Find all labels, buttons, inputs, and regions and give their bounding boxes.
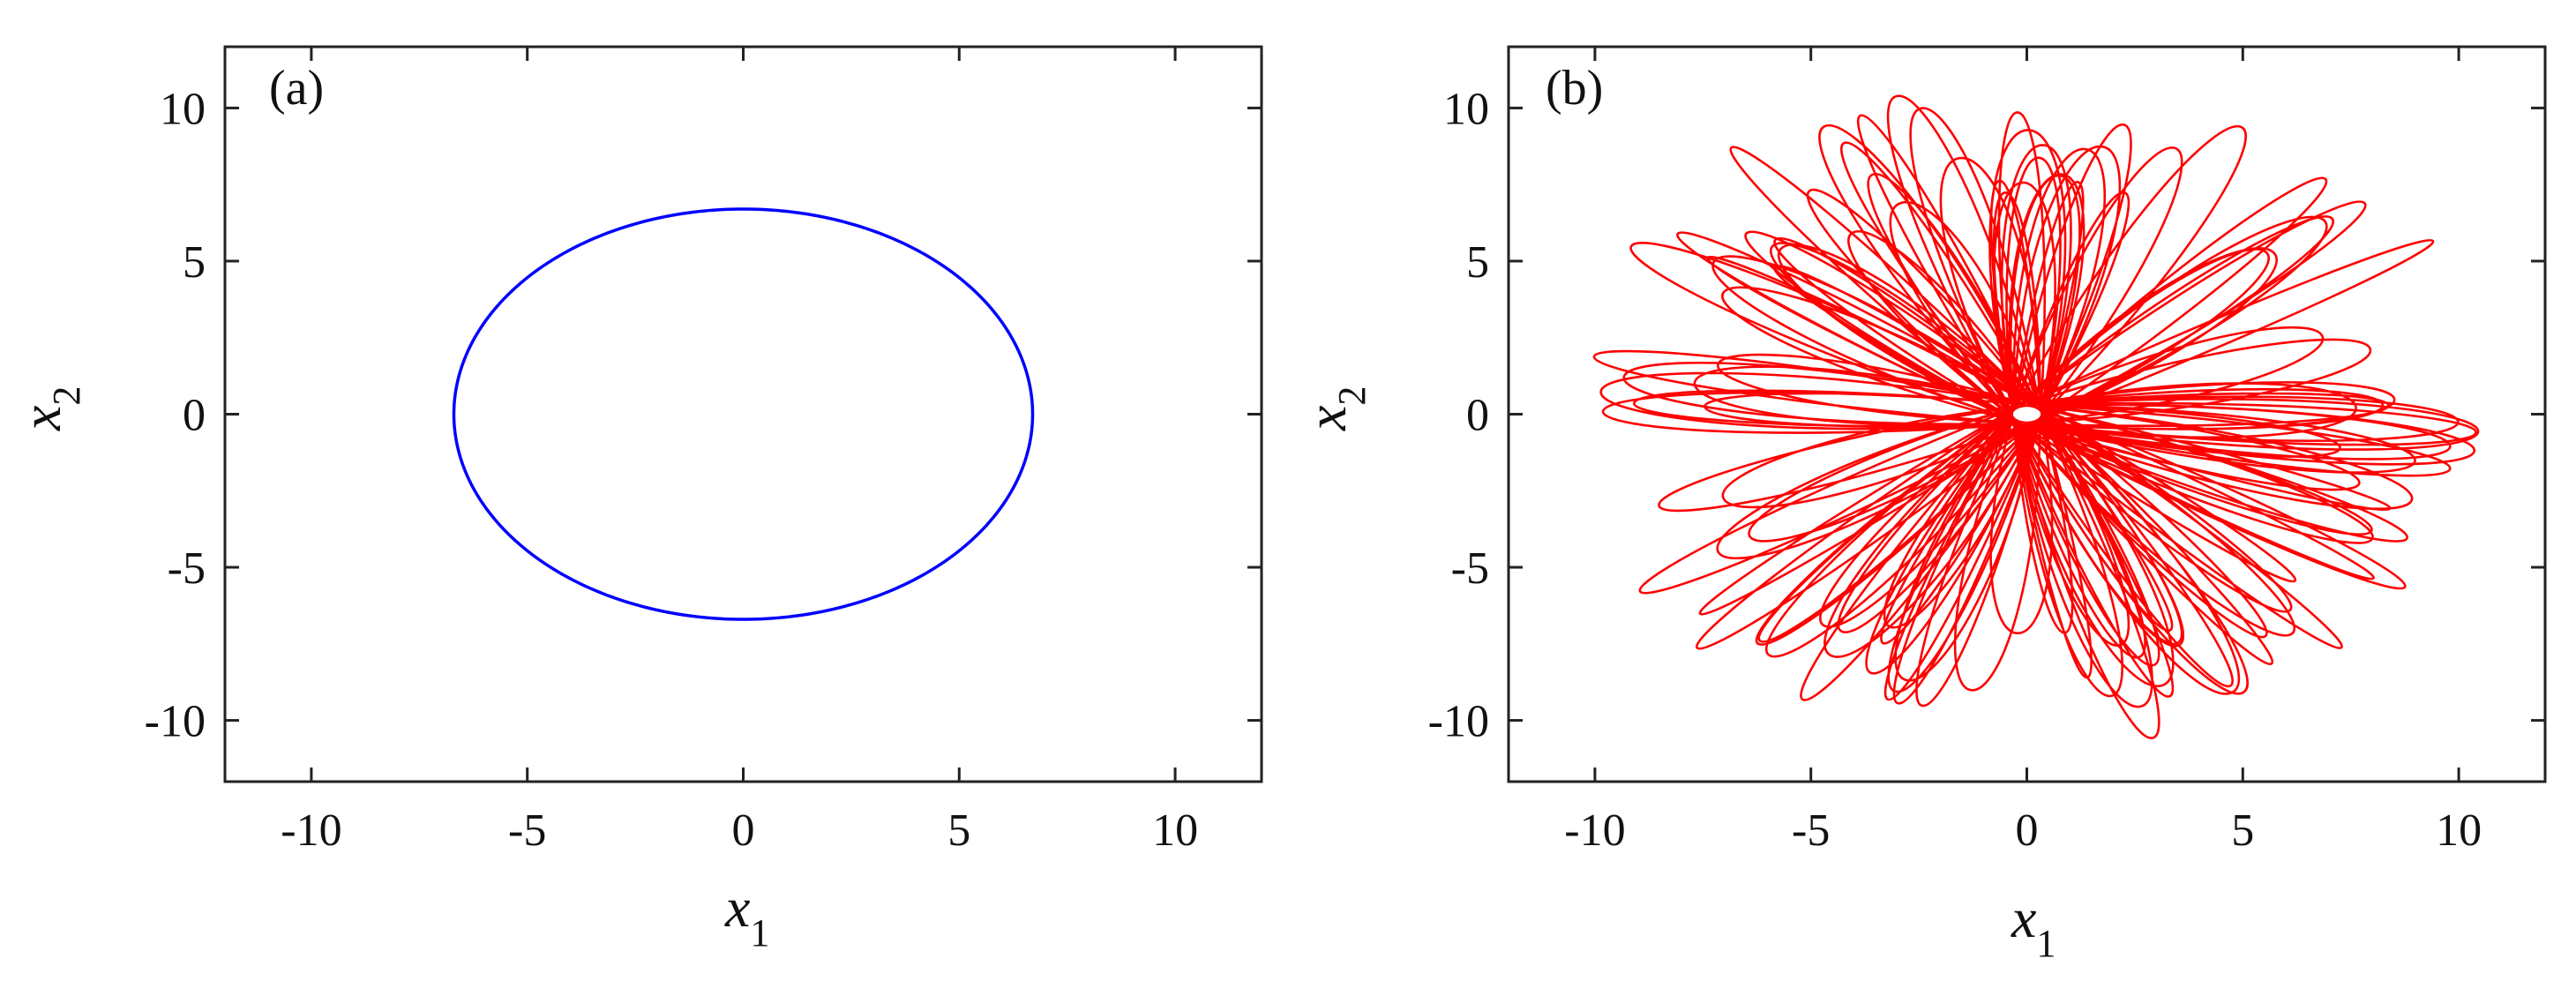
panel-a-series-line bbox=[452, 207, 1035, 621]
panel-a-xtick-label: -5 bbox=[508, 805, 546, 856]
panel-b-ytick-label: -5 bbox=[1451, 543, 1489, 594]
panel-b-series-line bbox=[1592, 94, 2480, 739]
panel-b-xtick-label: -10 bbox=[1564, 805, 1625, 856]
panel-b-ytick-label: 10 bbox=[1443, 84, 1489, 134]
panel-b-ylabel: x2 bbox=[1295, 386, 1374, 431]
panel-a-plot-frame bbox=[223, 45, 1263, 783]
panel-a-ytick-label: 5 bbox=[183, 237, 206, 288]
panel-a-label: (a) bbox=[269, 61, 324, 116]
panel-a-ytick-label: 10 bbox=[160, 84, 206, 134]
panel-a-ytick-label: -10 bbox=[145, 697, 206, 747]
panel-b-xtick-label: 5 bbox=[2231, 805, 2254, 856]
panel-b-xlabel: x1 bbox=[2011, 887, 2056, 965]
panel-b-ytick-label: 5 bbox=[1466, 237, 1489, 288]
panel-b-central-hole bbox=[2010, 404, 2044, 424]
panel-a-xtick-label: -10 bbox=[281, 805, 341, 856]
panel-b-plot-area bbox=[1592, 94, 2480, 739]
panel-a-xtick-label: 10 bbox=[1152, 805, 1198, 856]
panel-a-ylabel: x2 bbox=[10, 386, 88, 431]
panel-b-ytick-label: 0 bbox=[1466, 391, 1489, 441]
panel-b-ticks: -10 -5 0 5 10 -10 -5 0 5 10 bbox=[1428, 47, 2545, 856]
panel-a-xtick-label: 0 bbox=[732, 805, 755, 856]
panel-b-ytick-label: -10 bbox=[1428, 697, 1489, 747]
panel-b-xtick-label: 0 bbox=[2016, 805, 2039, 856]
panel-a-plot-area bbox=[452, 207, 1035, 621]
panel-a-xtick-label: 5 bbox=[947, 805, 970, 856]
panel-a-ticks: -10 -5 0 5 10 -10 -5 0 5 10 bbox=[145, 47, 1262, 856]
panel-b-label: (b) bbox=[1546, 61, 1603, 116]
panel-a-xlabel: x1 bbox=[724, 876, 769, 955]
panel-b-xtick-label: -5 bbox=[1792, 805, 1830, 856]
panel-a-phase-portrait: -10 -5 0 5 10 -10 -5 0 5 10 (a) x1 x2 bbox=[10, 45, 1263, 955]
panel-b-xtick-label: 10 bbox=[2436, 805, 2482, 856]
panel-a-ytick-label: 0 bbox=[183, 391, 206, 441]
panel-a-ytick-label: -5 bbox=[168, 543, 206, 594]
panel-b-phase-portrait: -10 -5 0 5 10 -10 -5 0 5 10 (b) x1 x2 bbox=[1295, 45, 2547, 965]
